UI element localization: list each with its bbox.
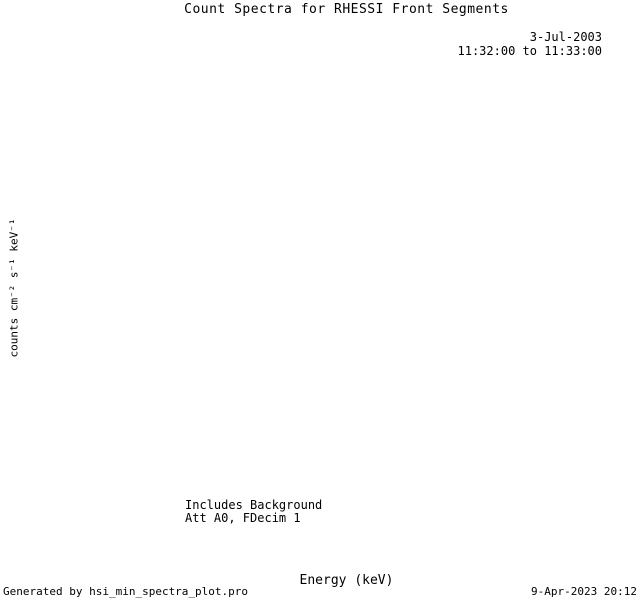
chart-title: Count Spectra for RHESSI Front Segments <box>184 2 509 17</box>
observation-date: 3-Jul-2003 <box>529 30 602 44</box>
observation-time-range: 11:32:00 to 11:33:00 <box>457 44 603 58</box>
attenuator-note: Att A0, FDecim 1 <box>185 511 301 525</box>
y-axis-label: counts cm⁻² s⁻¹ keV⁻¹ <box>7 218 21 358</box>
footer-timestamp: 9-Apr-2023 20:12 <box>531 585 637 598</box>
background-note: Includes Background <box>185 498 323 512</box>
x-axis-label: Energy (keV) <box>299 573 394 588</box>
observation-info: 3-Jul-2003 11:32:00 to 11:33:00 <box>458 30 603 58</box>
footer-generated-by: Generated by hsi_min_spectra_plot.pro <box>3 585 249 598</box>
plot-annotation: Includes Background Att A0, FDecim 1 <box>185 499 322 525</box>
